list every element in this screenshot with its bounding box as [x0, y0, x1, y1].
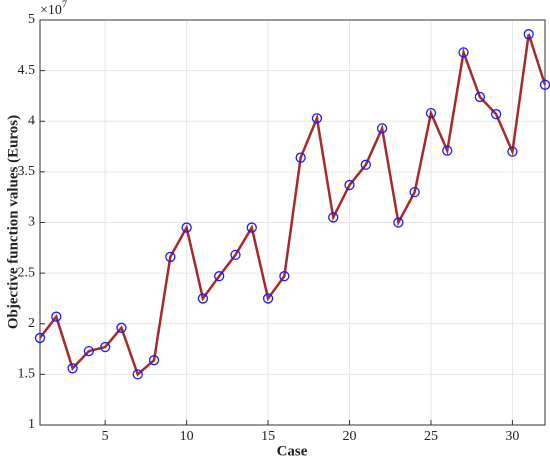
point-marker: [344, 179, 355, 191]
y-tick-label: 1.5: [18, 367, 36, 382]
point-marker: [148, 355, 160, 366]
y-axis-label: Objective function values (Euros): [5, 115, 21, 329]
point-marker: [165, 251, 176, 263]
point-marker: [83, 345, 95, 357]
point-marker: [376, 123, 388, 134]
point-marker: [523, 29, 534, 40]
plot-frame: [39, 19, 546, 426]
point-marker: [246, 222, 257, 233]
point-marker: [474, 91, 485, 103]
point-marker: [409, 186, 420, 198]
point-marker: [34, 332, 46, 344]
series-line: [39, 33, 547, 377]
y-tick-label: 2.5: [18, 265, 36, 280]
point-marker: [507, 146, 518, 157]
point-marker: [360, 159, 371, 170]
point-marker: [181, 222, 192, 233]
y-scale-exponent: 7: [62, 0, 67, 10]
y-tick-label: 4: [28, 113, 35, 128]
y-tick-label: 3: [28, 215, 35, 230]
point-marker: [295, 152, 306, 163]
point-marker: [132, 369, 143, 380]
point-marker: [116, 322, 127, 333]
point-marker: [230, 249, 241, 261]
x-tick-label: 5: [102, 429, 109, 444]
point-marker: [458, 47, 469, 58]
x-tick-label: 25: [424, 429, 438, 444]
point-marker: [67, 363, 78, 374]
x-tick-label: 10: [180, 429, 194, 444]
point-marker: [51, 311, 62, 322]
point-marker: [328, 212, 339, 223]
point-marker: [197, 293, 209, 304]
point-marker: [442, 145, 453, 156]
y-tick-label: 4.5: [18, 63, 36, 78]
y-scale-base: ×10: [40, 3, 62, 18]
y-tick-label: 2: [28, 316, 35, 331]
x-tick-label: 20: [343, 429, 357, 444]
point-marker: [490, 109, 502, 120]
point-marker: [214, 271, 225, 282]
point-marker: [100, 341, 111, 353]
x-axis-label: Case: [277, 443, 308, 459]
y-tick-label: 3.5: [18, 164, 36, 179]
point-marker: [393, 217, 404, 228]
point-marker: [279, 271, 290, 282]
x-tick-label: 15: [261, 429, 275, 444]
point-marker: [262, 293, 274, 304]
y-tick-label: 5: [28, 12, 35, 27]
point-marker: [425, 108, 437, 119]
point-marker: [311, 113, 323, 124]
x-tick-label: 30: [505, 429, 519, 444]
y-tick-label: 1: [28, 417, 35, 432]
